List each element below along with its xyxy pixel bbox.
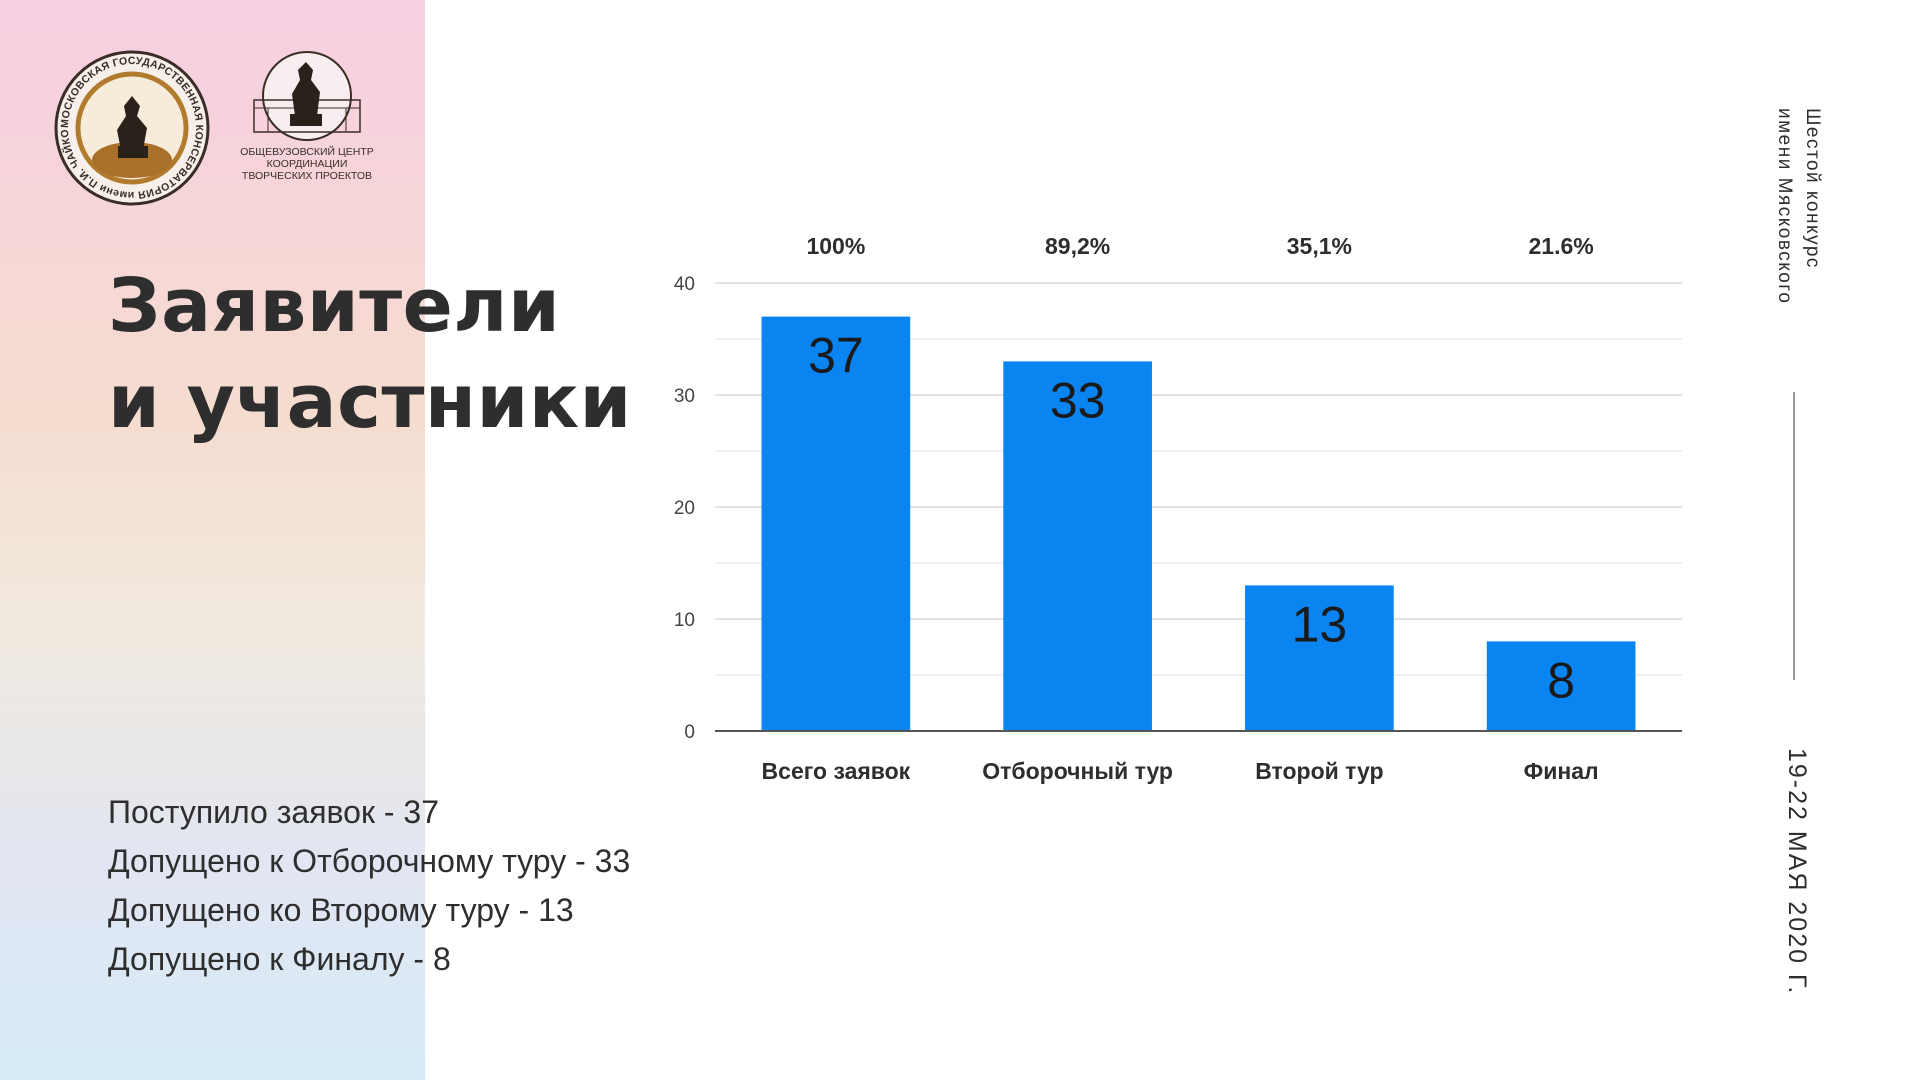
y-tick-label: 30 — [674, 386, 695, 407]
bar-value-label: 37 — [808, 328, 864, 384]
conservatory-logo: МОСКОВСКАЯ ГОСУДАРСТВЕННАЯ КОНСЕРВАТОРИЯ… — [52, 48, 210, 206]
vertical-divider — [1793, 392, 1795, 680]
event-name: Шестой конкурс имени Мясковского — [1770, 108, 1826, 304]
bar-value-label: 33 — [1050, 372, 1106, 428]
stat-qualifying-round: Допущено к Отборочному туру - 33 — [108, 843, 631, 879]
x-category-label: Отборочный тур — [982, 758, 1173, 784]
title-line-2: и участники — [108, 359, 632, 445]
percent-label: 35,1% — [1287, 233, 1352, 259]
x-category-label: Финал — [1524, 758, 1599, 784]
event-name-line-2: имени Мясковского — [1774, 108, 1795, 305]
event-name-line-1: Шестой конкурс — [1802, 108, 1823, 269]
left-gradient-panel — [0, 0, 425, 1080]
stat-applications: Поступило заявок - 37 — [108, 794, 439, 830]
percent-label: 21.6% — [1529, 233, 1594, 259]
y-tick-label: 10 — [674, 610, 695, 631]
y-tick-label: 40 — [674, 274, 695, 295]
stats-list: Поступило заявок - 37 Допущено к Отбороч… — [108, 788, 630, 984]
stat-second-round: Допущено ко Второму туру - 13 — [108, 892, 574, 928]
x-category-label: Всего заявок — [762, 758, 911, 784]
percent-label: 100% — [806, 233, 865, 259]
percent-label: 89,2% — [1045, 233, 1110, 259]
center-caption-line: КООРДИНАЦИИ — [266, 158, 348, 170]
y-tick-label: 0 — [684, 722, 695, 743]
stat-final: Допущено к Финалу - 8 — [108, 941, 451, 977]
center-caption-line: ТВОРЧЕСКИХ ПРОЕКТОВ — [241, 170, 373, 182]
creative-projects-center-logo — [253, 51, 361, 141]
page-title: Заявители и участники — [108, 258, 632, 450]
title-line-1: Заявители — [108, 263, 561, 349]
bar-chart: 0 10 20 30 40 37 Всего заявок 100% 33 Отборочный … — [674, 233, 1682, 784]
event-date: 19-22 МАЯ 2020 Г. — [1783, 748, 1811, 996]
bar — [1245, 585, 1394, 731]
bar-value-label: 13 — [1292, 596, 1348, 652]
x-category-label: Второй тур — [1255, 758, 1383, 784]
bar — [1003, 361, 1152, 731]
center-logo-caption: ОБЩЕВУЗОВСКИЙ ЦЕНТР КООРДИНАЦИИ ТВОРЧЕСК… — [232, 146, 382, 182]
center-caption-line: ОБЩЕВУЗОВСКИЙ ЦЕНТР — [240, 146, 374, 158]
y-tick-label: 20 — [674, 498, 695, 519]
bar — [1486, 641, 1636, 731]
bar — [761, 316, 911, 731]
bar-value-label: 8 — [1547, 652, 1575, 708]
